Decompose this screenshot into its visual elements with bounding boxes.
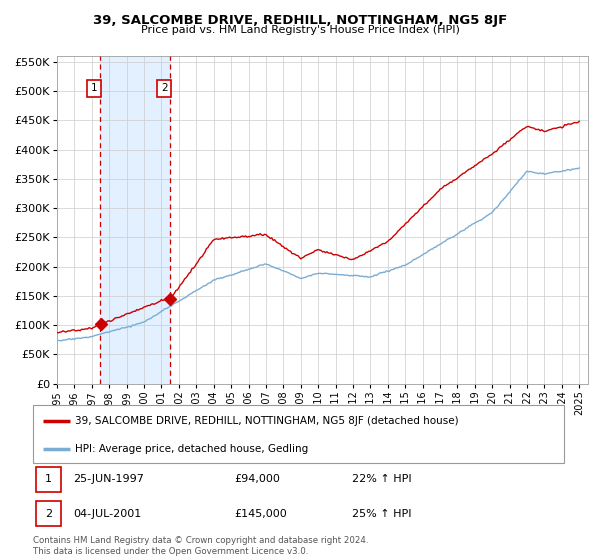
Text: 39, SALCOMBE DRIVE, REDHILL, NOTTINGHAM, NG5 8JF: 39, SALCOMBE DRIVE, REDHILL, NOTTINGHAM,…: [93, 14, 507, 27]
Text: HPI: Average price, detached house, Gedling: HPI: Average price, detached house, Gedl…: [76, 444, 309, 454]
Text: 1: 1: [45, 474, 52, 484]
Text: 2: 2: [45, 508, 52, 519]
Text: 25-JUN-1997: 25-JUN-1997: [73, 474, 144, 484]
Text: 1: 1: [91, 83, 97, 93]
Text: 39, SALCOMBE DRIVE, REDHILL, NOTTINGHAM, NG5 8JF (detached house): 39, SALCOMBE DRIVE, REDHILL, NOTTINGHAM,…: [76, 416, 459, 426]
Text: £145,000: £145,000: [235, 508, 287, 519]
Text: 25% ↑ HPI: 25% ↑ HPI: [352, 508, 411, 519]
Text: 04-JUL-2001: 04-JUL-2001: [73, 508, 141, 519]
Bar: [100, 56, 170, 384]
Text: 22% ↑ HPI: 22% ↑ HPI: [352, 474, 411, 484]
Bar: [35, 467, 61, 492]
Text: Price paid vs. HM Land Registry's House Price Index (HPI): Price paid vs. HM Land Registry's House …: [140, 25, 460, 35]
Text: 2: 2: [161, 83, 167, 93]
Bar: [35, 501, 61, 526]
Text: £94,000: £94,000: [235, 474, 281, 484]
Text: Contains HM Land Registry data © Crown copyright and database right 2024.
This d: Contains HM Land Registry data © Crown c…: [33, 536, 368, 556]
